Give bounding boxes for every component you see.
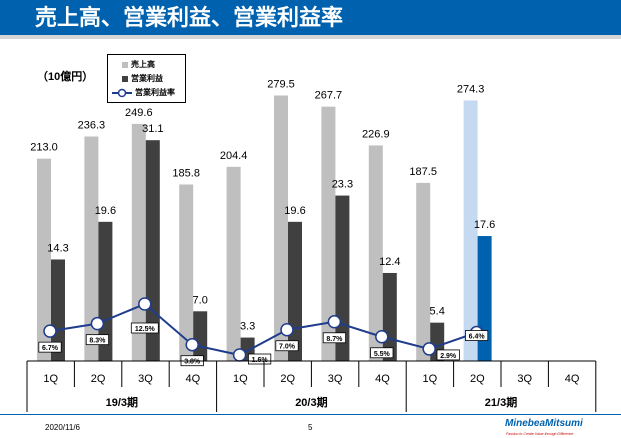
margin-label: 7.0% [279,344,296,351]
x-tick-label: 3Q [517,373,532,385]
margin-label: 6.7% [42,345,59,352]
margin-point [90,316,105,331]
op-income-label: 14.3 [47,242,68,254]
x-tick-label: 1Q [43,373,58,385]
margin-point [138,297,152,311]
unit-label: （10億円） [37,71,94,83]
margin-point [43,324,57,338]
legend: 売上高 営業利益 営業利益率 [107,54,186,103]
x-tick-label: 2Q [280,373,295,385]
margin-line [49,302,477,357]
margin-label-box [247,353,272,365]
margin-point [327,315,342,329]
sales-bar [274,95,288,361]
sales-bar [368,145,383,361]
x-tick-label: 3Q [328,373,343,385]
sales-bar [463,100,478,361]
margin-label-box [322,332,347,344]
margin-point [232,348,247,362]
legend-op: 営業利益 [131,74,163,83]
op-income-label: 19.6 [284,205,305,217]
margin-label: 8.7% [326,336,343,343]
x-tick-label: 2Q [470,373,485,385]
op-income-label: 23.3 [332,179,353,191]
footer-divider [0,414,621,415]
legend-line-marker-icon [112,88,132,97]
margin-label: 6.4% [469,334,486,341]
margin-label: 5.5% [374,351,391,358]
sales-bar [179,184,194,361]
op-income-label: 31.1 [142,123,163,135]
sales-bar [84,136,99,361]
op-income-bar [288,221,302,361]
x-group-label: 21/3期 [485,395,517,409]
op-income-bar [477,236,492,361]
x-tick-label: 4Q [186,373,201,385]
op-income-label: 12.4 [379,256,400,268]
margin-point [280,322,294,337]
sales-bar [321,106,336,361]
op-income-label: 19.6 [95,205,116,217]
sales-label: 274.3 [457,83,485,95]
margin-label: 2.9% [440,353,457,360]
x-tick-label: 2Q [91,373,106,385]
x-tick-label: 3Q [138,373,153,385]
margin-label-box [464,330,489,341]
margin-point [185,337,199,352]
x-group-label: 19/3期 [106,395,138,409]
margin-point [375,330,389,344]
legend-swatch-op [122,75,128,82]
margin-label-box [85,334,109,346]
sales-label: 226.9 [362,128,390,140]
x-tick-label: 4Q [565,373,580,385]
x-tick-label: 1Q [233,373,248,385]
page-number: 5 [308,423,313,432]
company-logo: MinebeaMitsumi [505,418,583,429]
x-tick-label: 1Q [423,373,438,385]
header-divider [0,35,621,39]
sales-label: 204.4 [220,150,248,162]
margin-label-box [436,349,460,361]
sales-label: 236.3 [78,120,106,132]
op-income-label: 5.4 [430,306,445,318]
margin-label: 12.5% [135,326,156,333]
op-income-label: 17.6 [474,219,495,231]
margin-label: 3.8% [184,359,201,366]
x-tick-label: 4Q [375,373,390,385]
margin-label-box [130,322,159,334]
sales-label: 267.7 [315,90,343,102]
margin-point [422,342,436,356]
margin-label-box [370,347,394,359]
margin-label-box [38,341,62,353]
sales-bar [416,182,431,361]
x-group-label: 20/3期 [295,395,327,409]
margin-label: 8.3% [89,338,106,345]
margin-label-box [275,340,299,352]
sales-label: 213.0 [30,142,58,154]
op-income-label: 7.0 [193,294,208,306]
op-income-bar [193,311,208,361]
sales-label: 249.6 [125,107,153,119]
footer-date: 2020/11/6 [45,423,80,432]
logo-tagline: Passion to Create Value through Differen… [506,432,574,436]
sales-bar [37,158,51,361]
legend-sales: 売上高 [131,60,155,69]
sales-label: 187.5 [409,166,437,178]
sales-bar [226,166,241,361]
op-income-label: 3.3 [240,321,255,333]
legend-margin: 営業利益率 [135,88,175,97]
page-title: 売上高、営業利益、営業利益率 [0,0,621,35]
legend-swatch-sales [122,61,128,68]
sales-label: 185.8 [172,167,200,179]
sales-label: 279.5 [267,78,295,90]
